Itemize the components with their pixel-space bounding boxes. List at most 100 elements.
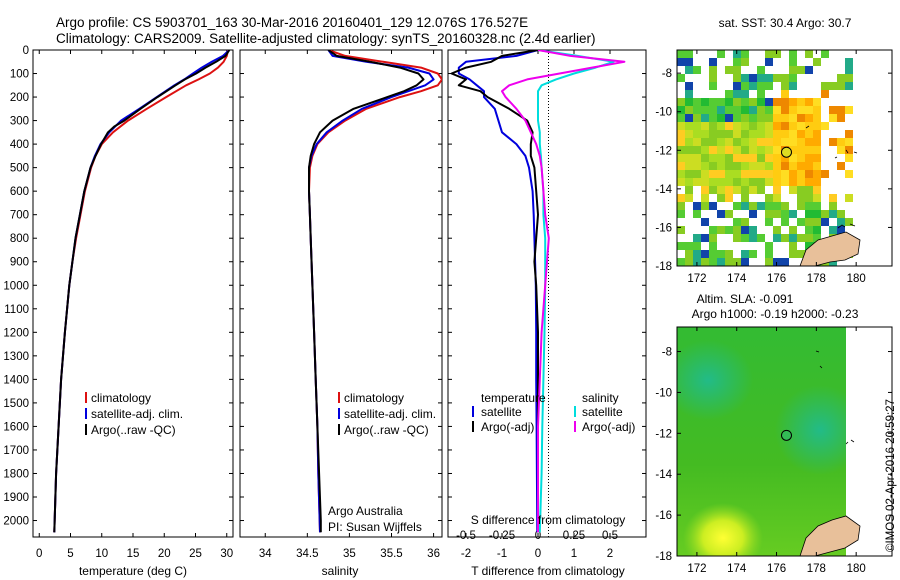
sst-cell: [765, 178, 773, 186]
temperature-axes-frame: [32, 49, 234, 538]
sst-cell: [709, 250, 717, 258]
sst-cell: [677, 130, 685, 138]
sst-cell: [749, 98, 757, 106]
sst-cell: [717, 250, 725, 258]
sst-cell: [709, 114, 717, 122]
sst-cell: [741, 114, 749, 122]
sst-cell: [789, 138, 797, 146]
sst-cell: [701, 258, 709, 266]
sst-cell: [757, 162, 765, 170]
sst-cell: [685, 50, 693, 58]
sst-cell: [717, 50, 725, 58]
sst-cell: [845, 106, 853, 114]
sst-cell: [725, 226, 733, 234]
sst-cell: [757, 74, 765, 82]
sst-cell: [813, 130, 821, 138]
sst-cell: [805, 154, 813, 162]
sst-map-panel: sat. SST: 30.4 Argo: 30.7 172 174 176 178 18…: [655, 16, 893, 285]
sst-cell: [725, 250, 733, 258]
sst-cell: [709, 202, 717, 210]
sst-cell: [741, 154, 749, 162]
map-x-tick-label: 176: [767, 563, 786, 575]
sst-cell: [773, 138, 781, 146]
depth-tick-label: 1500: [3, 398, 29, 410]
sst-cell: [717, 106, 725, 114]
difference-lines: [450, 50, 626, 533]
sst-cell: [741, 234, 749, 242]
depth-tick-label: 600: [10, 186, 29, 198]
sla-map-title-line-2: Argo h1000: -0.19 h2000: -0.23: [692, 307, 859, 321]
sst-cell: [693, 162, 701, 170]
sst-cell: [749, 178, 757, 186]
sst-cell: [773, 186, 781, 194]
sst-cell: [685, 242, 693, 250]
series-line-t-argo-adj-: [450, 50, 539, 533]
sst-cell: [781, 218, 789, 226]
sst-cell: [845, 170, 853, 178]
sst-cell: [693, 250, 701, 258]
difference-legend: temperature salinity satellite Argo(-adj…: [472, 391, 635, 434]
sst-cell: [677, 106, 685, 114]
sst-cell: [781, 130, 789, 138]
x-tick-label: 20: [158, 548, 171, 560]
map-y-tick-label: -10: [655, 107, 672, 119]
sst-cell: [733, 58, 741, 66]
sst-cell: [709, 122, 717, 130]
sst-cell: [757, 138, 765, 146]
sst-cell: [789, 50, 797, 58]
sst-cell: [805, 106, 813, 114]
sst-cell: [717, 258, 725, 266]
sst-cell: [813, 170, 821, 178]
sst-cell: [805, 210, 813, 218]
map-x-tick-label: 176: [767, 273, 786, 285]
sst-cell: [677, 178, 685, 186]
sst-cell: [725, 138, 733, 146]
legend-title-temperature: temperature: [481, 391, 546, 405]
x-tick-label: 0: [535, 548, 541, 560]
sst-cell: [725, 258, 733, 266]
sst-cell: [677, 170, 685, 178]
sst-cell: [757, 82, 765, 90]
map-y-tick-label: -14: [655, 184, 672, 196]
sst-cell: [693, 242, 701, 250]
sst-cell: [701, 186, 709, 194]
sst-cell: [765, 162, 773, 170]
sst-cell: [701, 170, 709, 178]
temperature-panel: 0100200300400500600700800900100011001200…: [3, 45, 234, 578]
sst-cell: [717, 130, 725, 138]
sst-cell: [757, 186, 765, 194]
x-tick-label: 34: [259, 548, 272, 560]
sst-cell: [757, 146, 765, 154]
map-y-tick-label: -16: [655, 510, 672, 522]
sst-cell: [781, 178, 789, 186]
sst-cell: [789, 74, 797, 82]
sst-cell: [813, 226, 821, 234]
map-y-tick-label: -18: [655, 261, 672, 273]
sst-cell: [805, 194, 813, 202]
sst-cell: [789, 162, 797, 170]
sst-cell: [797, 162, 805, 170]
sst-cell: [717, 178, 725, 186]
sst-cell: [677, 162, 685, 170]
sst-cell: [709, 66, 717, 74]
sst-cell: [765, 146, 773, 154]
map-y-tick-label: -14: [655, 469, 672, 481]
sst-cell: [797, 138, 805, 146]
sst-cell: [725, 186, 733, 194]
sst-cell: [765, 58, 773, 66]
sst-cell: [845, 82, 853, 90]
sst-cell: [741, 170, 749, 178]
header-line-2: Climatology: CARS2009. Satellite-adjuste…: [56, 31, 596, 46]
legend-label-argo: Argo(..raw -QC): [344, 423, 429, 437]
sst-cell: [797, 154, 805, 162]
difference-axes-frame: [447, 49, 647, 538]
sst-cell: [733, 154, 741, 162]
sst-cell: [685, 106, 693, 114]
sst-cell: [677, 114, 685, 122]
x-tick-label: 25: [189, 548, 202, 560]
sst-cell: [805, 50, 813, 58]
sst-map-land: [799, 125, 861, 266]
sst-cell: [709, 98, 717, 106]
sst-cell: [789, 106, 797, 114]
sst-cell: [685, 58, 693, 66]
